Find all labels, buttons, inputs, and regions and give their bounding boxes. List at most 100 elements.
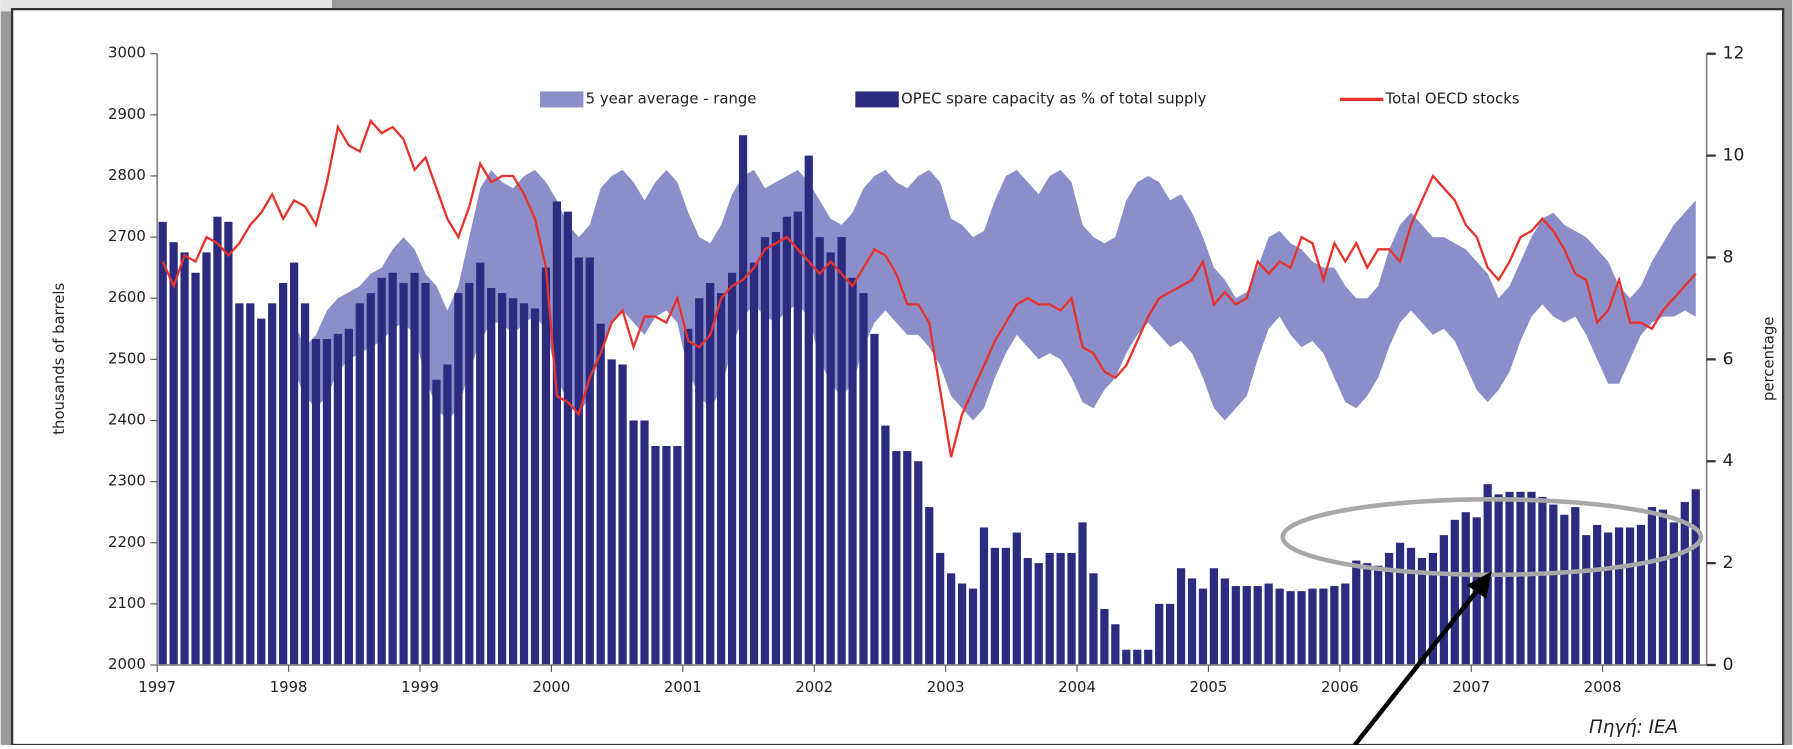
bar <box>1549 504 1558 666</box>
bar <box>1374 565 1383 666</box>
bar <box>1111 624 1120 666</box>
bar <box>377 277 386 666</box>
bar <box>793 211 802 666</box>
bar <box>651 445 660 666</box>
bar <box>979 527 989 666</box>
y-tick-label: 2800 <box>108 166 146 184</box>
x-tick-label: 2001 <box>664 678 702 696</box>
y-tick-label: 3000 <box>108 44 146 62</box>
y-tick-label: 2400 <box>108 410 146 428</box>
bar <box>640 420 649 666</box>
bar <box>903 451 912 666</box>
legend-label: Total OECD stocks <box>1385 89 1520 107</box>
bar <box>1133 649 1142 666</box>
bar <box>202 252 211 666</box>
bar <box>1680 501 1689 666</box>
bar <box>388 272 397 666</box>
bar <box>596 323 605 666</box>
bar <box>738 135 748 666</box>
y2-tick-label: 12 <box>1723 44 1745 64</box>
bar <box>1155 603 1164 666</box>
x-tick-label: 2003 <box>927 678 965 696</box>
bar <box>465 282 474 666</box>
bar <box>1352 560 1361 666</box>
highlight-ellipse <box>1280 497 1704 578</box>
bar <box>454 293 463 666</box>
bar <box>1625 527 1635 666</box>
bar <box>1439 535 1448 666</box>
bar <box>366 293 375 666</box>
y2-tick-label: 4 <box>1723 451 1734 471</box>
x-tick-label: 2006 <box>1321 678 1359 696</box>
bar <box>1330 586 1339 666</box>
bar <box>246 303 255 666</box>
bar <box>268 303 277 666</box>
bar <box>1385 552 1394 666</box>
legend-swatch <box>539 91 584 108</box>
bar <box>1417 558 1427 666</box>
bar <box>1516 491 1525 666</box>
x-tick-label: 2005 <box>1190 678 1228 696</box>
bar <box>717 293 726 666</box>
arrow-head <box>1466 571 1492 599</box>
bar <box>1253 586 1262 666</box>
bar <box>1242 586 1251 666</box>
bar <box>158 221 167 666</box>
bar <box>235 303 244 666</box>
bar <box>1647 507 1657 666</box>
bar <box>279 282 288 666</box>
legend-label: OPEC spare capacity as % of total supply <box>901 89 1207 107</box>
bar <box>990 547 1000 666</box>
bar <box>1176 568 1186 666</box>
bar <box>618 364 627 666</box>
stocks-line <box>161 118 1697 458</box>
y2-axis-label: percentage <box>1759 317 1777 402</box>
bar <box>782 216 791 666</box>
bar <box>1428 552 1438 666</box>
bar <box>1001 547 1010 666</box>
x-tick-label: 2004 <box>1058 678 1096 696</box>
bar <box>1582 535 1591 666</box>
bar <box>421 282 430 666</box>
bar <box>968 588 978 666</box>
bar <box>881 425 890 666</box>
bar <box>322 338 332 666</box>
y-tick-label: 2600 <box>108 288 146 306</box>
bar <box>629 420 638 666</box>
bar <box>519 303 529 666</box>
y2-tick-label: 0 <box>1723 655 1734 675</box>
x-tick-label: 2008 <box>1584 678 1622 696</box>
bar <box>859 293 868 666</box>
bar <box>1023 558 1032 666</box>
bar <box>1319 588 1328 666</box>
bar <box>1614 527 1624 666</box>
y-tick-label: 2700 <box>108 227 146 245</box>
bar <box>1144 649 1153 666</box>
bar <box>574 257 583 666</box>
bar <box>443 364 452 666</box>
bar <box>1034 563 1043 666</box>
bar <box>1341 583 1350 666</box>
bar <box>432 379 441 666</box>
bar <box>848 277 857 666</box>
bar <box>662 445 671 666</box>
bar <box>585 257 594 666</box>
bar <box>727 272 737 666</box>
bar <box>771 232 781 666</box>
bar <box>607 359 616 666</box>
bar <box>344 328 353 666</box>
bar <box>946 573 956 666</box>
bar <box>1100 608 1109 666</box>
source-annotation: Πηγή: IEA <box>1589 717 1678 738</box>
arrow-shaft <box>1352 583 1484 747</box>
bar <box>498 293 507 666</box>
bar <box>191 272 200 666</box>
bar <box>1461 512 1470 666</box>
y-tick-label: 2200 <box>108 533 146 551</box>
bar <box>826 252 835 666</box>
bar <box>837 237 846 666</box>
bar <box>311 338 321 666</box>
bar <box>1286 591 1295 666</box>
legend-label: 5 year average - range <box>586 89 757 107</box>
